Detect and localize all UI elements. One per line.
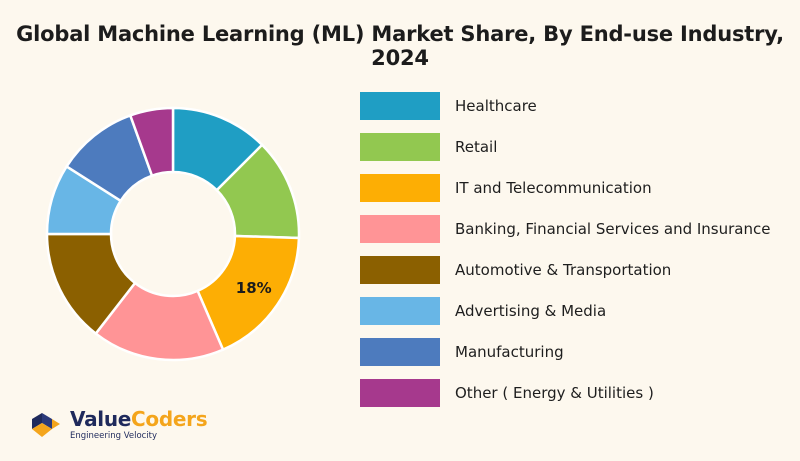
legend-swatch: [360, 337, 440, 366]
legend-item: Advertising & Media: [360, 290, 770, 331]
brand-part-value: Value: [70, 407, 132, 432]
legend-label: Advertising & Media: [455, 301, 607, 320]
legend-label: Retail: [455, 137, 498, 156]
valuecoders-mark-icon: [32, 413, 60, 437]
brand-part-coders: Coders: [131, 407, 208, 432]
legend-label: Other ( Energy & Utilities ): [455, 383, 654, 402]
legend-item: Healthcare: [360, 85, 770, 126]
brand-name: ValueCoders: [70, 407, 208, 432]
legend-label: IT and Telecommunication: [455, 178, 652, 197]
legend-item: IT and Telecommunication: [360, 167, 770, 208]
legend-item: Manufacturing: [360, 331, 770, 372]
chart-legend: Healthcare Retail IT and Telecommunication…: [360, 85, 770, 413]
legend-swatch: [360, 91, 440, 120]
data-label: 18%: [236, 279, 272, 297]
legend-item: Automotive & Transportation: [360, 249, 770, 290]
legend-item: Other ( Energy & Utilities ): [360, 372, 770, 413]
valuecoders-logo: ValueCoders Engineering Velocity: [30, 407, 208, 442]
donut-chart: 18%: [45, 106, 301, 362]
legend-swatch: [360, 173, 440, 202]
legend-label: Banking, Financial Services and Insuranc…: [455, 219, 771, 238]
legend-item: Banking, Financial Services and Insuranc…: [360, 208, 770, 249]
slice-other-energy-utilities: [128, 106, 175, 178]
legend-label: Manufacturing: [455, 342, 564, 361]
legend-item: Retail: [360, 126, 770, 167]
legend-swatch: [360, 296, 440, 325]
chart-title: Global Machine Learning (ML) Market Shar…: [16, 22, 784, 70]
legend-swatch: [360, 214, 440, 243]
legend-label: Healthcare: [455, 96, 537, 115]
legend-swatch: [360, 378, 440, 407]
slice-it-and-telecommunication: [195, 234, 301, 352]
legend-swatch: [360, 132, 440, 161]
brand-tagline: Engineering Velocity: [70, 431, 158, 442]
legend-swatch: [360, 255, 440, 284]
legend-label: Automotive & Transportation: [455, 260, 672, 279]
